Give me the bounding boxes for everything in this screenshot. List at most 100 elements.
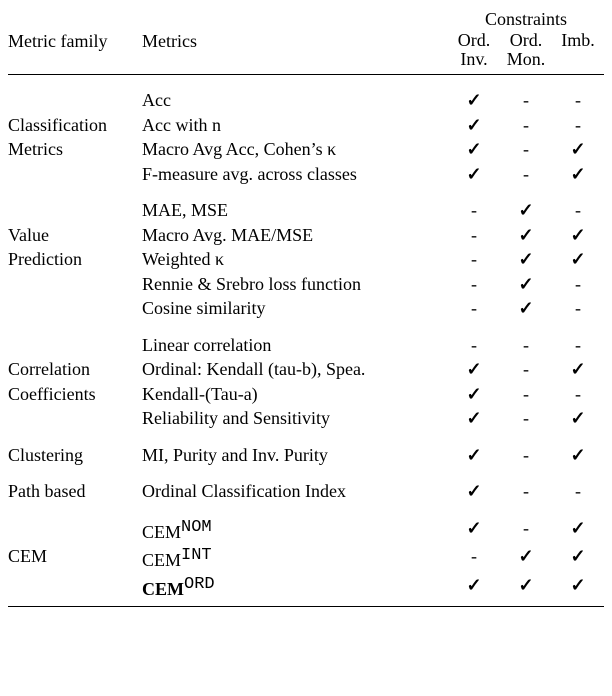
metric-cell: Linear correlation [142,320,448,357]
constraint-cell: ✓ [448,136,500,161]
constraint-cell: ✓ [500,543,552,572]
constraint-cell: - [448,295,500,320]
family-cell: Classification [8,112,142,137]
constraint-cell: ✓ [448,405,500,430]
family-cell [8,271,142,296]
constraint-cell: - [500,466,552,503]
table-row: MetricsMacro Avg Acc, Cohen’s κ✓-✓ [8,136,604,161]
metric-cell: Macro Avg Acc, Cohen’s κ [142,136,448,161]
family-cell: Correlation [8,356,142,381]
metric-cell: Kendall-(Tau-a) [142,381,448,406]
constraint-cell: ✓ [552,246,604,271]
sub-ord-inv-top: Ord. [458,30,491,50]
constraint-cell: - [552,466,604,503]
constraint-cell: ✓ [500,246,552,271]
metric-cell: Cosine similarity [142,295,448,320]
constraint-cell: ✓ [552,405,604,430]
sub-imb-top: Imb. [561,30,595,50]
table-row: ClusteringMI, Purity and Inv. Purity✓-✓ [8,430,604,467]
constraint-cell: ✓ [500,222,552,247]
sub-ord-inv-bot: Inv. [460,49,487,69]
constraint-cell: ✓ [448,112,500,137]
sub-ord-mon-bot: Mon. [507,49,546,69]
col-header-family: Metric family [8,31,107,51]
constraint-cell: ✓ [552,161,604,186]
constraint-cell: - [500,381,552,406]
metric-cell: CEMORD [142,572,448,607]
metric-cell: CEMINT [142,543,448,572]
constraint-cell: - [500,136,552,161]
constraint-cell: - [448,222,500,247]
constraint-cell: - [500,503,552,544]
family-cell: Prediction [8,246,142,271]
table-row: CorrelationOrdinal: Kendall (tau-b), Spe… [8,356,604,381]
table-row: Path basedOrdinal Classification Index✓-… [8,466,604,503]
table-row: PredictionWeighted κ-✓✓ [8,246,604,271]
table-row: Rennie & Srebro loss function-✓- [8,271,604,296]
family-cell: CEM [8,543,142,572]
family-cell: Value [8,222,142,247]
metrics-table: Metric family Metrics Constraints Ord. O… [8,8,604,607]
constraint-cell: ✓ [500,572,552,607]
metric-cell: Ordinal Classification Index [142,466,448,503]
metric-cell: Macro Avg. MAE/MSE [142,222,448,247]
constraint-cell: ✓ [500,295,552,320]
table-row: F-measure avg. across classes✓-✓ [8,161,604,186]
constraint-cell: - [448,246,500,271]
family-cell: Path based [8,466,142,503]
family-cell [8,295,142,320]
constraint-cell: - [552,112,604,137]
metric-cell: Ordinal: Kendall (tau-b), Spea. [142,356,448,381]
table-row: ValueMacro Avg. MAE/MSE-✓✓ [8,222,604,247]
constraint-cell: ✓ [500,185,552,222]
constraint-cell: ✓ [448,572,500,607]
metric-cell: MI, Purity and Inv. Purity [142,430,448,467]
family-cell [8,503,142,544]
constraint-cell: ✓ [552,222,604,247]
constraint-cell: ✓ [448,356,500,381]
constraint-cell: ✓ [448,381,500,406]
constraint-cell: - [552,320,604,357]
constraint-cell: ✓ [448,466,500,503]
metric-cell: MAE, MSE [142,185,448,222]
family-cell: Metrics [8,136,142,161]
constraint-cell: ✓ [552,356,604,381]
constraint-cell: - [552,381,604,406]
constraint-cell: - [500,320,552,357]
metric-cell: CEMNOM [142,503,448,544]
constraint-cell: ✓ [448,430,500,467]
constraint-cell: ✓ [448,503,500,544]
table-row: CEMCEMINT-✓✓ [8,543,604,572]
constraint-cell: - [448,320,500,357]
metric-cell: Acc [142,75,448,112]
constraint-cell: ✓ [448,75,500,112]
constraint-cell: - [448,185,500,222]
family-cell [8,75,142,112]
constraint-cell: - [500,430,552,467]
family-cell [8,405,142,430]
constraint-cell: - [500,112,552,137]
table-container: Metric family Metrics Constraints Ord. O… [0,0,612,696]
table-row: Linear correlation--- [8,320,604,357]
family-cell [8,572,142,607]
sub-ord-mon-top: Ord. [510,30,543,50]
header-row-1: Metric family Metrics Constraints [8,8,604,31]
constraint-cell: - [552,75,604,112]
constraint-cell: ✓ [500,271,552,296]
family-cell: Clustering [8,430,142,467]
metric-cell: Acc with n [142,112,448,137]
metric-cell: Reliability and Sensitivity [142,405,448,430]
family-cell [8,320,142,357]
table-row: Acc✓-- [8,75,604,112]
constraint-cell: ✓ [552,572,604,607]
metric-cell: Rennie & Srebro loss function [142,271,448,296]
constraint-cell: - [552,271,604,296]
constraint-cell: ✓ [552,503,604,544]
constraint-cell: - [552,295,604,320]
metric-cell: F-measure avg. across classes [142,161,448,186]
table-row: Cosine similarity-✓- [8,295,604,320]
table-row: CoefficientsKendall-(Tau-a)✓-- [8,381,604,406]
constraint-cell: ✓ [552,136,604,161]
metric-cell: Weighted κ [142,246,448,271]
table-row: MAE, MSE-✓- [8,185,604,222]
